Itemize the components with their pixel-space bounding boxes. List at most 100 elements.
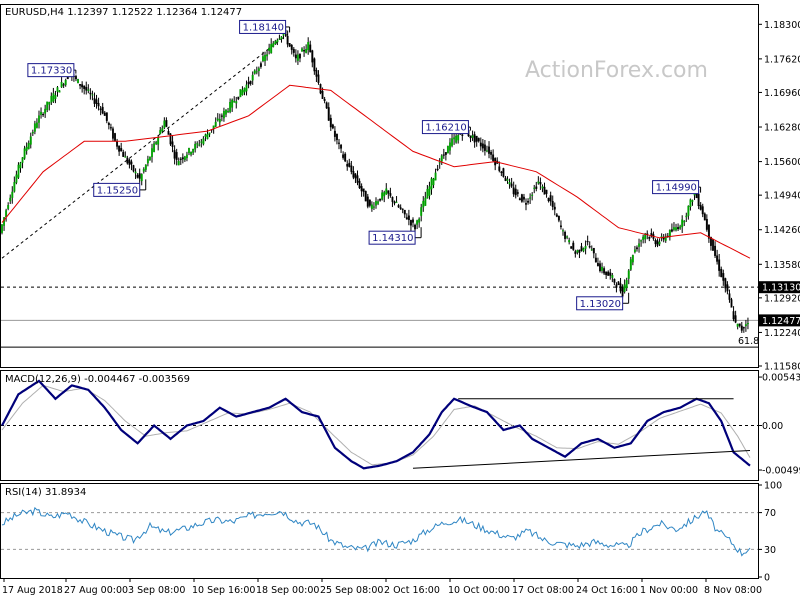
candle-body (730, 299, 733, 308)
candle-body (109, 127, 112, 129)
candle-body (169, 133, 172, 145)
candle-body (181, 157, 184, 160)
candle-body (586, 241, 589, 243)
candle-body (11, 191, 14, 198)
watermark: ActionForex.com (525, 58, 708, 83)
candle-body (190, 152, 193, 155)
candle-body (488, 146, 490, 154)
candle-body (101, 106, 104, 114)
candle-body (623, 284, 626, 292)
candle-body (391, 196, 394, 202)
candle-body (640, 240, 643, 242)
level-label-box (759, 281, 800, 294)
candle-body (559, 225, 562, 228)
candle-body (107, 123, 110, 126)
candle-body (740, 325, 743, 331)
candle-body (436, 168, 439, 171)
callout-box (576, 296, 624, 311)
ma-line (1, 84, 751, 259)
candle-body (570, 246, 573, 249)
candle-body (173, 150, 176, 159)
candle-body (375, 201, 377, 206)
candle-body (420, 207, 423, 216)
candle-body (301, 48, 303, 52)
x-tick-label: 1 Nov 00:00 (640, 585, 698, 596)
candle-body (340, 144, 343, 149)
candle-body (594, 257, 597, 263)
candle-body (38, 115, 40, 123)
candle-body (272, 43, 275, 47)
candle-body (46, 101, 49, 111)
candle-body (746, 323, 749, 325)
candle-body (397, 205, 400, 208)
candle-body (549, 195, 552, 202)
candle-body (91, 94, 94, 96)
candle-body (315, 70, 318, 77)
candle-body (222, 111, 225, 119)
candle-body (313, 58, 316, 72)
candle-body (638, 243, 640, 247)
candle-body (697, 193, 700, 207)
candle-body (13, 182, 16, 192)
candle-body (393, 201, 396, 204)
candle-body (216, 118, 219, 121)
candle-body (97, 102, 100, 107)
candle-body (331, 124, 334, 129)
candle-body (305, 49, 308, 53)
candle-body (163, 120, 166, 128)
candle-body (171, 141, 174, 147)
candle-body (19, 162, 22, 169)
level-label: 1.13130 (762, 283, 800, 294)
x-tick-label: 10 Oct 00:00 (448, 585, 510, 596)
candle-body (247, 81, 250, 85)
rsi-label: RSI(14) 31.8934 (5, 487, 86, 498)
candle-body (33, 123, 36, 132)
candle-body (360, 186, 363, 192)
candle-body (317, 74, 320, 83)
candle-body (675, 227, 677, 231)
candle-body (430, 178, 433, 190)
candle-body (553, 206, 556, 210)
candle-body (245, 84, 248, 92)
price-tick-label: 1.12920 (764, 293, 800, 304)
candle-body (218, 119, 221, 123)
x-tick-label: 2 Oct 16:00 (384, 585, 440, 596)
candle-body (303, 50, 306, 52)
candle-body (124, 156, 127, 158)
candle-body (547, 198, 550, 202)
candle-body (112, 128, 114, 139)
candle-body (562, 230, 564, 232)
candle-body (401, 208, 404, 210)
candle-body (128, 159, 131, 165)
candle-body (40, 111, 42, 115)
candle-body (25, 146, 28, 151)
candle-body (206, 133, 209, 140)
candle-body (529, 197, 532, 199)
x-tick-label: 24 Oct 16:00 (576, 585, 638, 596)
candle-body (15, 174, 18, 183)
macd-tick-label: 0.00 (762, 421, 783, 432)
candle-body (506, 179, 509, 181)
candle-body (151, 148, 153, 158)
candle-body (200, 141, 203, 143)
candle-body (276, 39, 279, 43)
candle-body (60, 82, 63, 88)
candle-body (633, 249, 636, 253)
candle-body (457, 135, 460, 141)
candle-body (307, 42, 310, 51)
candle-body (592, 247, 595, 254)
candle-body (636, 247, 638, 250)
candle-body (514, 188, 517, 196)
candle-body (138, 173, 141, 179)
candle-body (631, 255, 634, 263)
macd-tick-label: 0.005432 (762, 373, 800, 384)
candle-body (455, 135, 458, 143)
candle-body (352, 171, 355, 178)
candle-body (157, 137, 160, 145)
candle-body (229, 102, 232, 112)
callout-label: 1.14310 (372, 233, 413, 244)
candle-body (257, 68, 260, 72)
fib-label: 61.8 (738, 336, 759, 347)
candle-body (89, 92, 92, 95)
candle-body (126, 157, 129, 164)
